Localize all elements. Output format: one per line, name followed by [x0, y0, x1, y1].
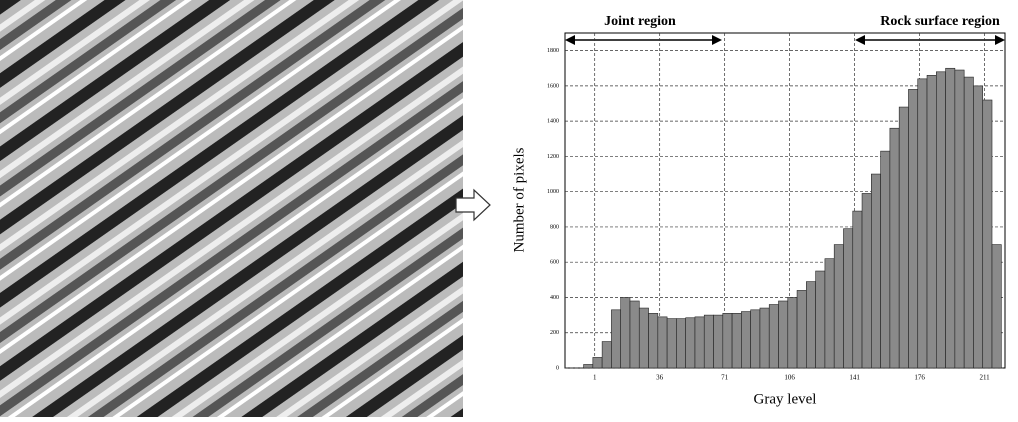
bar	[676, 319, 685, 368]
bar	[843, 229, 852, 368]
x-tick-label: 211	[979, 374, 990, 382]
bar	[908, 89, 917, 368]
bar	[806, 282, 815, 368]
annotation: Joint region	[604, 14, 676, 29]
bar	[853, 211, 862, 368]
bar	[871, 174, 880, 368]
y-tick-label: 400	[550, 295, 559, 301]
bar	[714, 315, 723, 368]
bar	[899, 107, 908, 368]
bar	[927, 75, 936, 368]
bar	[936, 72, 945, 368]
x-tick-label: 71	[721, 374, 729, 382]
bar	[992, 245, 1001, 368]
bar	[769, 305, 778, 368]
bar	[621, 297, 630, 368]
bar	[751, 310, 760, 368]
arrow-head	[712, 35, 722, 45]
y-tick-label: 200	[550, 330, 559, 336]
bar	[602, 342, 611, 368]
y-tick-label: 1400	[547, 119, 559, 125]
bar	[630, 301, 639, 368]
arrow-head	[995, 35, 1005, 45]
bar	[983, 100, 992, 368]
x-tick-label: 106	[784, 374, 795, 382]
bar	[955, 70, 964, 368]
bar	[732, 313, 741, 368]
y-tick-label: 1000	[547, 189, 559, 195]
bar	[946, 68, 955, 368]
arrow-head	[855, 35, 865, 45]
bar	[779, 301, 788, 368]
x-tick-label: 36	[656, 374, 664, 382]
bar	[723, 313, 732, 368]
figure: Number of pixels Gray level Joint region…	[0, 0, 1018, 417]
bar	[686, 318, 695, 368]
bar	[816, 271, 825, 368]
bar	[593, 357, 602, 368]
rock-photo	[0, 0, 463, 417]
annotation: Rock surface region	[880, 14, 1000, 29]
y-tick-label: 0	[556, 365, 559, 371]
bar	[973, 86, 982, 368]
bar	[881, 151, 890, 368]
bar	[649, 313, 658, 368]
bar	[918, 79, 927, 368]
x-tick-label: 176	[914, 374, 925, 382]
y-axis-label: Number of pixels	[511, 147, 527, 252]
bar	[760, 308, 769, 368]
bar	[741, 312, 750, 368]
x-tick-label: 1	[593, 374, 597, 382]
y-tick-label: 1800	[547, 48, 559, 54]
bar	[862, 193, 871, 368]
bar	[667, 319, 676, 368]
bar	[704, 315, 713, 368]
bar	[658, 317, 667, 368]
arrow-head	[565, 35, 575, 45]
bar	[834, 245, 843, 368]
bar	[788, 297, 797, 368]
bar	[964, 77, 973, 368]
bar	[825, 259, 834, 368]
y-tick-label: 1600	[547, 83, 559, 89]
bar	[890, 128, 899, 368]
y-tick-label: 1200	[547, 154, 559, 160]
bar	[584, 364, 593, 368]
bar	[611, 310, 620, 368]
x-tick-label: 141	[849, 374, 860, 382]
y-tick-label: 800	[550, 224, 559, 230]
y-tick-label: 600	[550, 260, 559, 266]
x-axis-label: Gray level	[754, 391, 817, 407]
bar	[695, 317, 704, 368]
bar	[639, 308, 648, 368]
bar	[797, 290, 806, 368]
